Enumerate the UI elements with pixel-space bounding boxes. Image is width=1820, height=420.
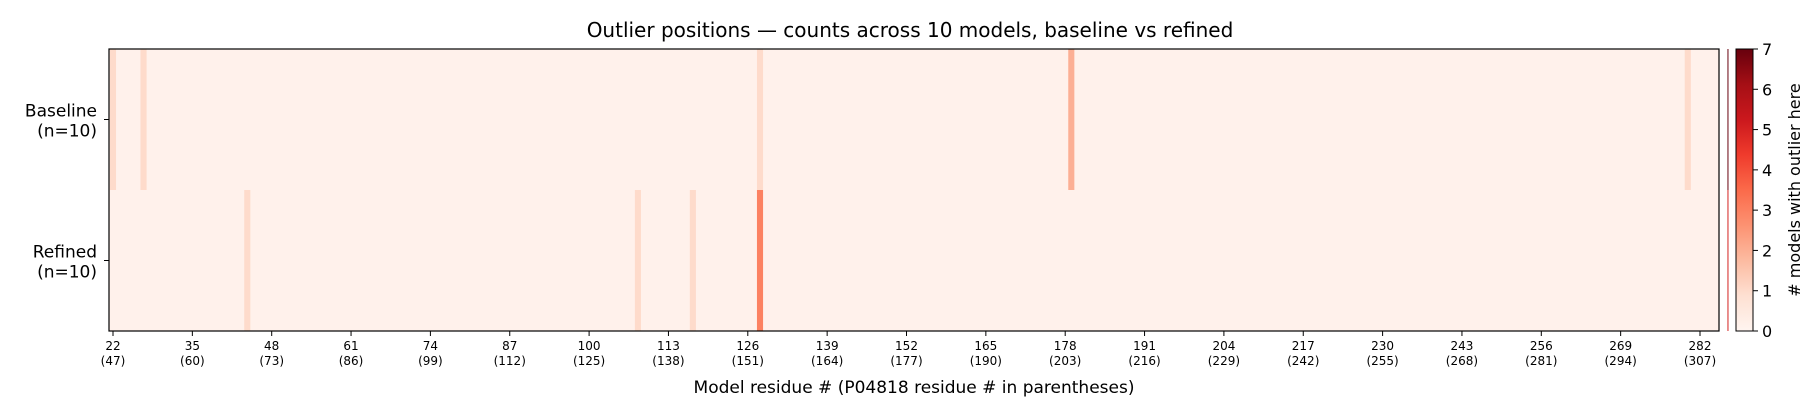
heatmap-cell bbox=[244, 190, 251, 331]
x-tick-sublabel: (307) bbox=[1684, 354, 1716, 368]
heatmap-cell bbox=[1684, 49, 1691, 190]
x-tick-label: 35 bbox=[185, 339, 200, 353]
x-tick-label: 243 bbox=[1450, 339, 1473, 353]
colorbar-tick-label: 2 bbox=[1762, 241, 1772, 260]
x-tick-sublabel: (99) bbox=[418, 354, 443, 368]
x-tick-sublabel: (203) bbox=[1049, 354, 1081, 368]
x-tick-sublabel: (60) bbox=[180, 354, 205, 368]
y-axis: Baseline(n=10)Refined(n=10) bbox=[25, 102, 109, 283]
x-tick-sublabel: (177) bbox=[890, 354, 922, 368]
heatmap-row-baseline bbox=[109, 49, 1719, 190]
y-tick-label: Baseline bbox=[25, 102, 97, 122]
y-tick-sublabel: (n=10) bbox=[37, 263, 97, 283]
x-tick-label: 178 bbox=[1054, 339, 1077, 353]
heatmap-cell bbox=[1727, 190, 1729, 331]
x-tick-sublabel: (73) bbox=[259, 354, 284, 368]
heatmap-cell bbox=[634, 190, 641, 331]
x-tick-label: 74 bbox=[423, 339, 438, 353]
colorbar-tick-label: 6 bbox=[1762, 80, 1772, 99]
x-tick-label: 61 bbox=[343, 339, 358, 353]
x-tick-sublabel: (242) bbox=[1287, 354, 1319, 368]
x-tick-label: 113 bbox=[657, 339, 680, 353]
x-tick-label: 152 bbox=[895, 339, 918, 353]
x-axis-label: Model residue # (P04818 residue # in par… bbox=[694, 378, 1135, 398]
x-tick-sublabel: (229) bbox=[1208, 354, 1240, 368]
heatmap-cell bbox=[689, 190, 696, 331]
heatmap-row-refined bbox=[109, 190, 1719, 331]
x-tick-label: 48 bbox=[264, 339, 279, 353]
x-tick-sublabel: (86) bbox=[339, 354, 364, 368]
y-tick-label: Refined bbox=[33, 243, 97, 263]
x-tick-sublabel: (294) bbox=[1605, 354, 1637, 368]
x-tick-label: 139 bbox=[816, 339, 839, 353]
colorbar-tick-label: 4 bbox=[1762, 161, 1772, 180]
x-tick-sublabel: (216) bbox=[1128, 354, 1160, 368]
x-tick-label: 269 bbox=[1609, 339, 1632, 353]
chart-title: Outlier positions — counts across 10 mod… bbox=[587, 18, 1234, 42]
colorbar-tick-label: 7 bbox=[1762, 40, 1772, 59]
x-tick-sublabel: (47) bbox=[101, 354, 126, 368]
heatmap-cell bbox=[109, 49, 117, 190]
heatmap-cell bbox=[1727, 49, 1729, 190]
heatmap-cell bbox=[140, 49, 147, 190]
x-tick-label: 204 bbox=[1212, 339, 1235, 353]
x-tick-sublabel: (164) bbox=[811, 354, 843, 368]
y-tick-sublabel: (n=10) bbox=[37, 122, 97, 142]
x-axis: 22(47) 35(60) 48(73) 61(86) 74(99) 87(112) 100… bbox=[101, 331, 1716, 368]
x-tick-sublabel: (138) bbox=[652, 354, 684, 368]
colorbar-label: # models with outlier here bbox=[1785, 83, 1804, 296]
colorbar-tick-label: 0 bbox=[1762, 322, 1772, 341]
heatmap-cell bbox=[756, 49, 764, 190]
colorbar-ticks: 0 1 2 3 4 5 6 7 bbox=[1753, 40, 1772, 341]
x-tick-label: 22 bbox=[105, 339, 120, 353]
x-tick-label: 282 bbox=[1689, 339, 1712, 353]
plot-frame bbox=[108, 48, 1720, 332]
colorbar-gradient bbox=[1735, 48, 1754, 332]
x-tick-label: 100 bbox=[578, 339, 601, 353]
x-tick-sublabel: (151) bbox=[732, 354, 764, 368]
heatmap-cells bbox=[109, 49, 1729, 331]
x-tick-sublabel: (125) bbox=[573, 354, 605, 368]
x-tick-sublabel: (268) bbox=[1446, 354, 1478, 368]
x-tick-sublabel: (281) bbox=[1525, 354, 1557, 368]
heatmap-cell bbox=[1068, 49, 1075, 190]
colorbar-tick-label: 1 bbox=[1762, 282, 1772, 301]
x-tick-label: 165 bbox=[974, 339, 997, 353]
x-tick-sublabel: (112) bbox=[494, 354, 526, 368]
x-tick-label: 256 bbox=[1530, 339, 1553, 353]
colorbar: 0 1 2 3 4 5 6 7 # models with outlier here bbox=[1735, 40, 1804, 341]
x-tick-sublabel: (190) bbox=[970, 354, 1002, 368]
x-tick-label: 217 bbox=[1292, 339, 1315, 353]
x-tick-label: 230 bbox=[1371, 339, 1394, 353]
x-tick-label: 191 bbox=[1133, 339, 1156, 353]
x-tick-sublabel: (255) bbox=[1366, 354, 1398, 368]
colorbar-tick-label: 5 bbox=[1762, 121, 1772, 140]
x-tick-label: 126 bbox=[736, 339, 759, 353]
colorbar-tick-label: 3 bbox=[1762, 201, 1772, 220]
heatmap-cell bbox=[756, 190, 764, 331]
x-tick-label: 87 bbox=[502, 339, 517, 353]
